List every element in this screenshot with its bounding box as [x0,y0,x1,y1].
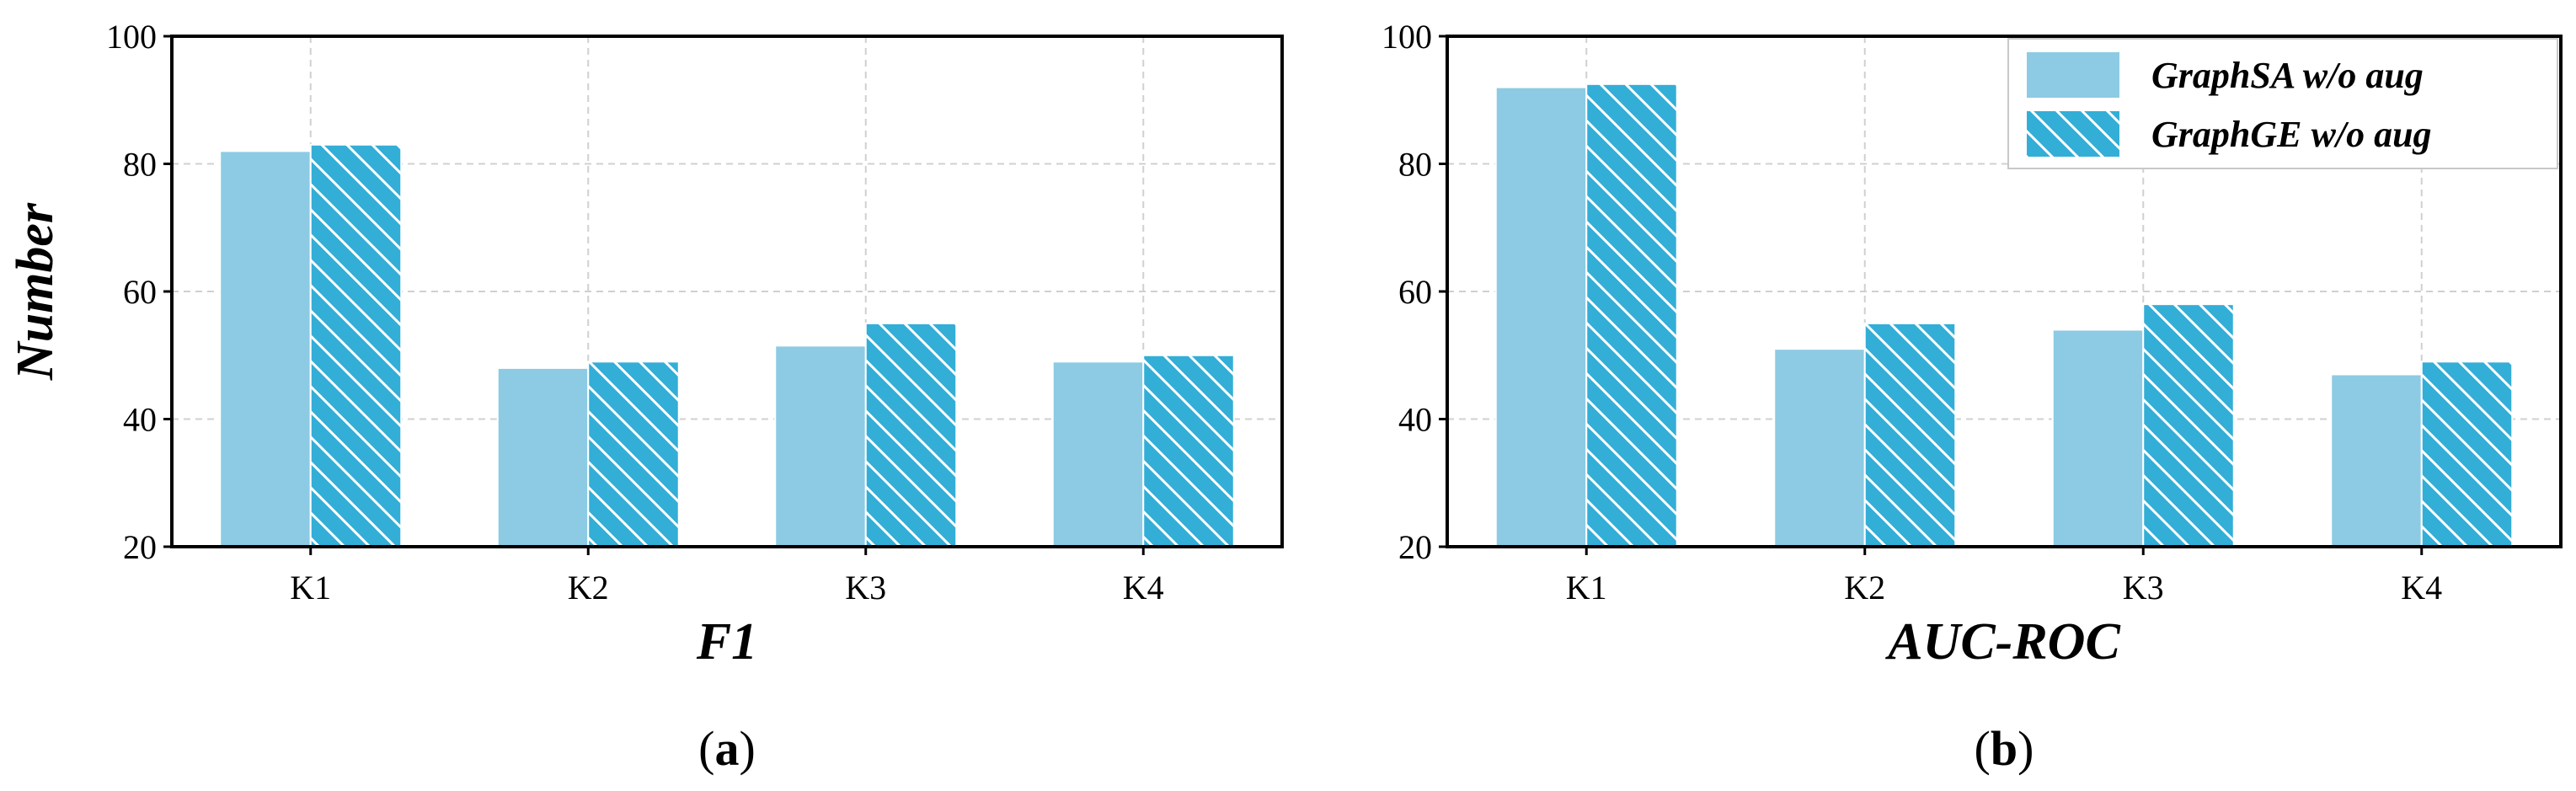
y-tick-label: 40 [123,401,157,439]
y-tick-label: 80 [123,146,157,184]
panel-label-b-open: ( [1975,721,1991,776]
y-tick-label: 20 [123,528,157,566]
y-tick-label: 80 [1398,146,1432,184]
x-tick-label: K1 [1566,569,1607,607]
panel-label-a-letter: a [715,721,740,776]
panel-label-b: (b) [1975,721,2034,776]
bar-graphge-k3 [2142,303,2235,548]
panel-label-a: (a) [698,721,756,776]
panel-label-a-close: ) [740,721,756,776]
y-tick-label: 40 [1398,401,1432,439]
bars-a [219,143,1235,548]
y-axis-title: Number [7,202,64,381]
x-tick-label: K2 [568,569,609,607]
bar-graphge-k1 [1585,83,1678,548]
bar-graphsa-k2 [496,366,590,548]
bar-graphge-k2 [1863,322,1957,548]
bar-graphsa-k2 [1773,348,1866,548]
x-tick-label: K2 [1844,569,1885,607]
bar-graphge-k3 [864,322,958,548]
legend-swatch-graphsa [2027,52,2119,98]
legend: GraphSA w/o aug GraphGE w/o aug [2007,38,2558,169]
bar-graphge-k2 [587,361,680,548]
y-ticks-b: 20 40 60 80 100 [1382,18,1447,566]
plot-frame-b [1446,35,2563,548]
bar-graphsa-k4 [2330,373,2423,548]
y-tick-label: 20 [1398,528,1432,566]
y-ticks-a: 20 40 60 80 100 [106,18,172,566]
legend-label-graphsa: GraphSA w/o aug [2151,55,2424,96]
legend-swatch-graphge [2027,111,2119,157]
chart-panel-b: 20 40 60 80 100 K1 K2 K3 K4 AUC-ROC (b) GraphSA… [1382,18,2563,776]
chart-panel-a: 20 40 60 80 100 K1 K2 K3 K4 Number F1 (a) [7,18,1284,776]
x-ticks-b: K1 K2 K3 K4 [1566,547,2442,607]
bar-graphsa-k3 [774,345,867,548]
bar-graphge-k1 [309,143,403,548]
bar-graphsa-k3 [2051,329,2145,548]
y-tick-label: 100 [1382,18,1432,56]
x-ticks-a: K1 K2 K3 K4 [290,547,1164,607]
x-tick-label: K4 [1123,569,1164,607]
bar-graphsa-k4 [1051,361,1145,548]
y-tick-label: 60 [1398,273,1432,311]
y-tick-label: 60 [123,273,157,311]
x-tick-label: K4 [2401,569,2442,607]
x-axis-title-b: AUC-ROC [1884,613,2120,671]
bar-graphsa-k1 [219,150,312,548]
bar-graphsa-k1 [1494,86,1588,548]
panel-label-b-letter: b [1991,721,2018,776]
legend-label-graphge: GraphGE w/o aug [2151,114,2432,155]
panel-label-a-open: ( [698,721,714,776]
panel-label-b-close: ) [2018,721,2034,776]
x-axis-title-a: F1 [696,613,757,671]
bar-graphge-k4 [1142,354,1235,548]
x-tick-label: K3 [845,569,886,607]
plot-frame-a [170,35,1284,548]
bar-graphge-k4 [2420,361,2514,548]
x-tick-label: K1 [290,569,331,607]
x-tick-label: K3 [2123,569,2164,607]
y-tick-label: 100 [106,18,157,56]
